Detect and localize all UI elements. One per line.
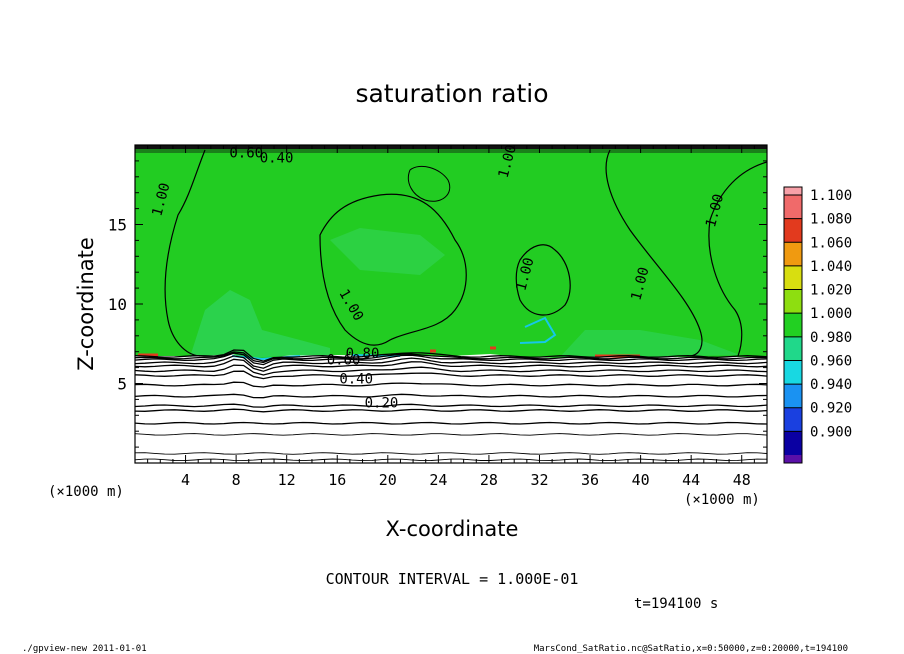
colorbar-swatch (784, 384, 802, 408)
x-tick-label: 48 (733, 471, 751, 489)
contour-line-1-00 (605, 149, 703, 357)
x-tick-label: 20 (379, 471, 397, 489)
colorbar-swatch (784, 455, 802, 463)
colorbar-swatch (784, 195, 802, 219)
x-tick-label: 8 (232, 471, 241, 489)
contour-line (135, 403, 767, 408)
colorbar-label: 1.100 (810, 188, 852, 204)
colorbar-label: 0.940 (810, 377, 852, 393)
contour-label: 0.80 (346, 346, 380, 362)
contour-label: 0.60 (327, 352, 361, 368)
contour-line (135, 393, 767, 399)
colorbar-label: 0.960 (810, 353, 852, 369)
x-tick-label: 12 (278, 471, 296, 489)
footer-left: ./gpview-new 2011-01-01 (22, 644, 147, 654)
saturated-region (135, 145, 767, 360)
colorbar-label: 1.040 (810, 259, 852, 275)
x-tick-label: 24 (429, 471, 447, 489)
contour-line (135, 421, 767, 425)
contour-line (135, 349, 767, 362)
contour-line (135, 433, 767, 436)
contour-line (135, 352, 767, 366)
contour-line (135, 358, 767, 372)
colorbar-swatch (784, 360, 802, 385)
footer-right: MarsCond_SatRatio.nc@SatRatio,x=0:50000,… (534, 644, 848, 654)
contour-line (135, 364, 767, 376)
contour-label: 0.40 (260, 150, 294, 166)
colorbar-label: 0.980 (810, 330, 852, 346)
x-axis: 4 8 12 16 20 24 28 32 36 40 44 48 (147, 145, 768, 489)
time-text: t=194100 s (634, 596, 718, 612)
bluish-green-patch (330, 228, 445, 275)
colorbar-swatch (784, 336, 802, 361)
x-tick-label: 40 (632, 471, 650, 489)
contour-line-1-00 (515, 244, 571, 316)
contour-label: 0.20 (365, 395, 399, 411)
y-axis: 5 10 15 (108, 160, 767, 448)
contour-line-1-00 (164, 149, 206, 357)
colorbar: 1.100 1.080 1.060 1.040 1.020 1.000 0.980 0.960… (783, 186, 852, 464)
contour-line-1-00 (407, 165, 451, 202)
bluish-green-patch (560, 330, 740, 357)
contour-line (135, 381, 767, 388)
x-tick-label: 28 (480, 471, 498, 489)
bluish-green-patch (190, 290, 330, 358)
colorbar-label: 0.900 (810, 424, 852, 440)
contour-line-1-00 (319, 193, 467, 346)
contour-line-1-00 (708, 161, 767, 357)
x-tick-label: 16 (328, 471, 346, 489)
contour-line (135, 370, 767, 380)
contour-line (135, 355, 767, 369)
colorbar-label: 1.020 (810, 283, 852, 299)
colorbar-swatch (784, 218, 802, 243)
lower-contour-lines (135, 349, 767, 462)
contour-line (135, 351, 767, 364)
colorbar-frame (783, 186, 803, 464)
top-contour-band (135, 149, 767, 153)
y-tick-label: 15 (108, 216, 127, 235)
colorbar-swatch (784, 242, 802, 266)
colorbar-label: 1.000 (810, 306, 852, 322)
colorbar-swatch (784, 289, 802, 314)
contour-label: 0.40 (339, 372, 373, 388)
x-tick-label: 44 (682, 471, 700, 489)
x-tick-label: 36 (581, 471, 599, 489)
colorbar-label: 1.080 (810, 212, 852, 228)
colorbar-swatch (784, 265, 802, 290)
x-axis-label: X-coordinate (386, 517, 519, 541)
chart-title: saturation ratio (355, 79, 548, 108)
colorbar-swatch (784, 431, 802, 455)
colorbar-label: 1.060 (810, 235, 852, 251)
contour-interval-text: CONTOUR INTERVAL = 1.000E-01 (326, 570, 579, 588)
contour-label: 0.60 (229, 146, 263, 162)
y-tick-label: 10 (108, 295, 127, 314)
contour-line (135, 452, 767, 455)
y-axis-label: Z-coordinate (74, 237, 98, 371)
x-unit-left: (×1000 m) (48, 484, 124, 500)
plot-area (135, 145, 767, 463)
x-unit-right: (×1000 m) (684, 492, 760, 508)
x-tick-label: 32 (530, 471, 548, 489)
colorbar-swatch (784, 407, 802, 432)
colorbar-swatch (784, 187, 802, 195)
contour-line (135, 408, 767, 413)
y-tick-label: 5 (117, 375, 127, 394)
colorbar-label: 0.920 (810, 401, 852, 417)
x-tick-label: 4 (181, 471, 190, 489)
colorbar-swatch (784, 313, 802, 337)
